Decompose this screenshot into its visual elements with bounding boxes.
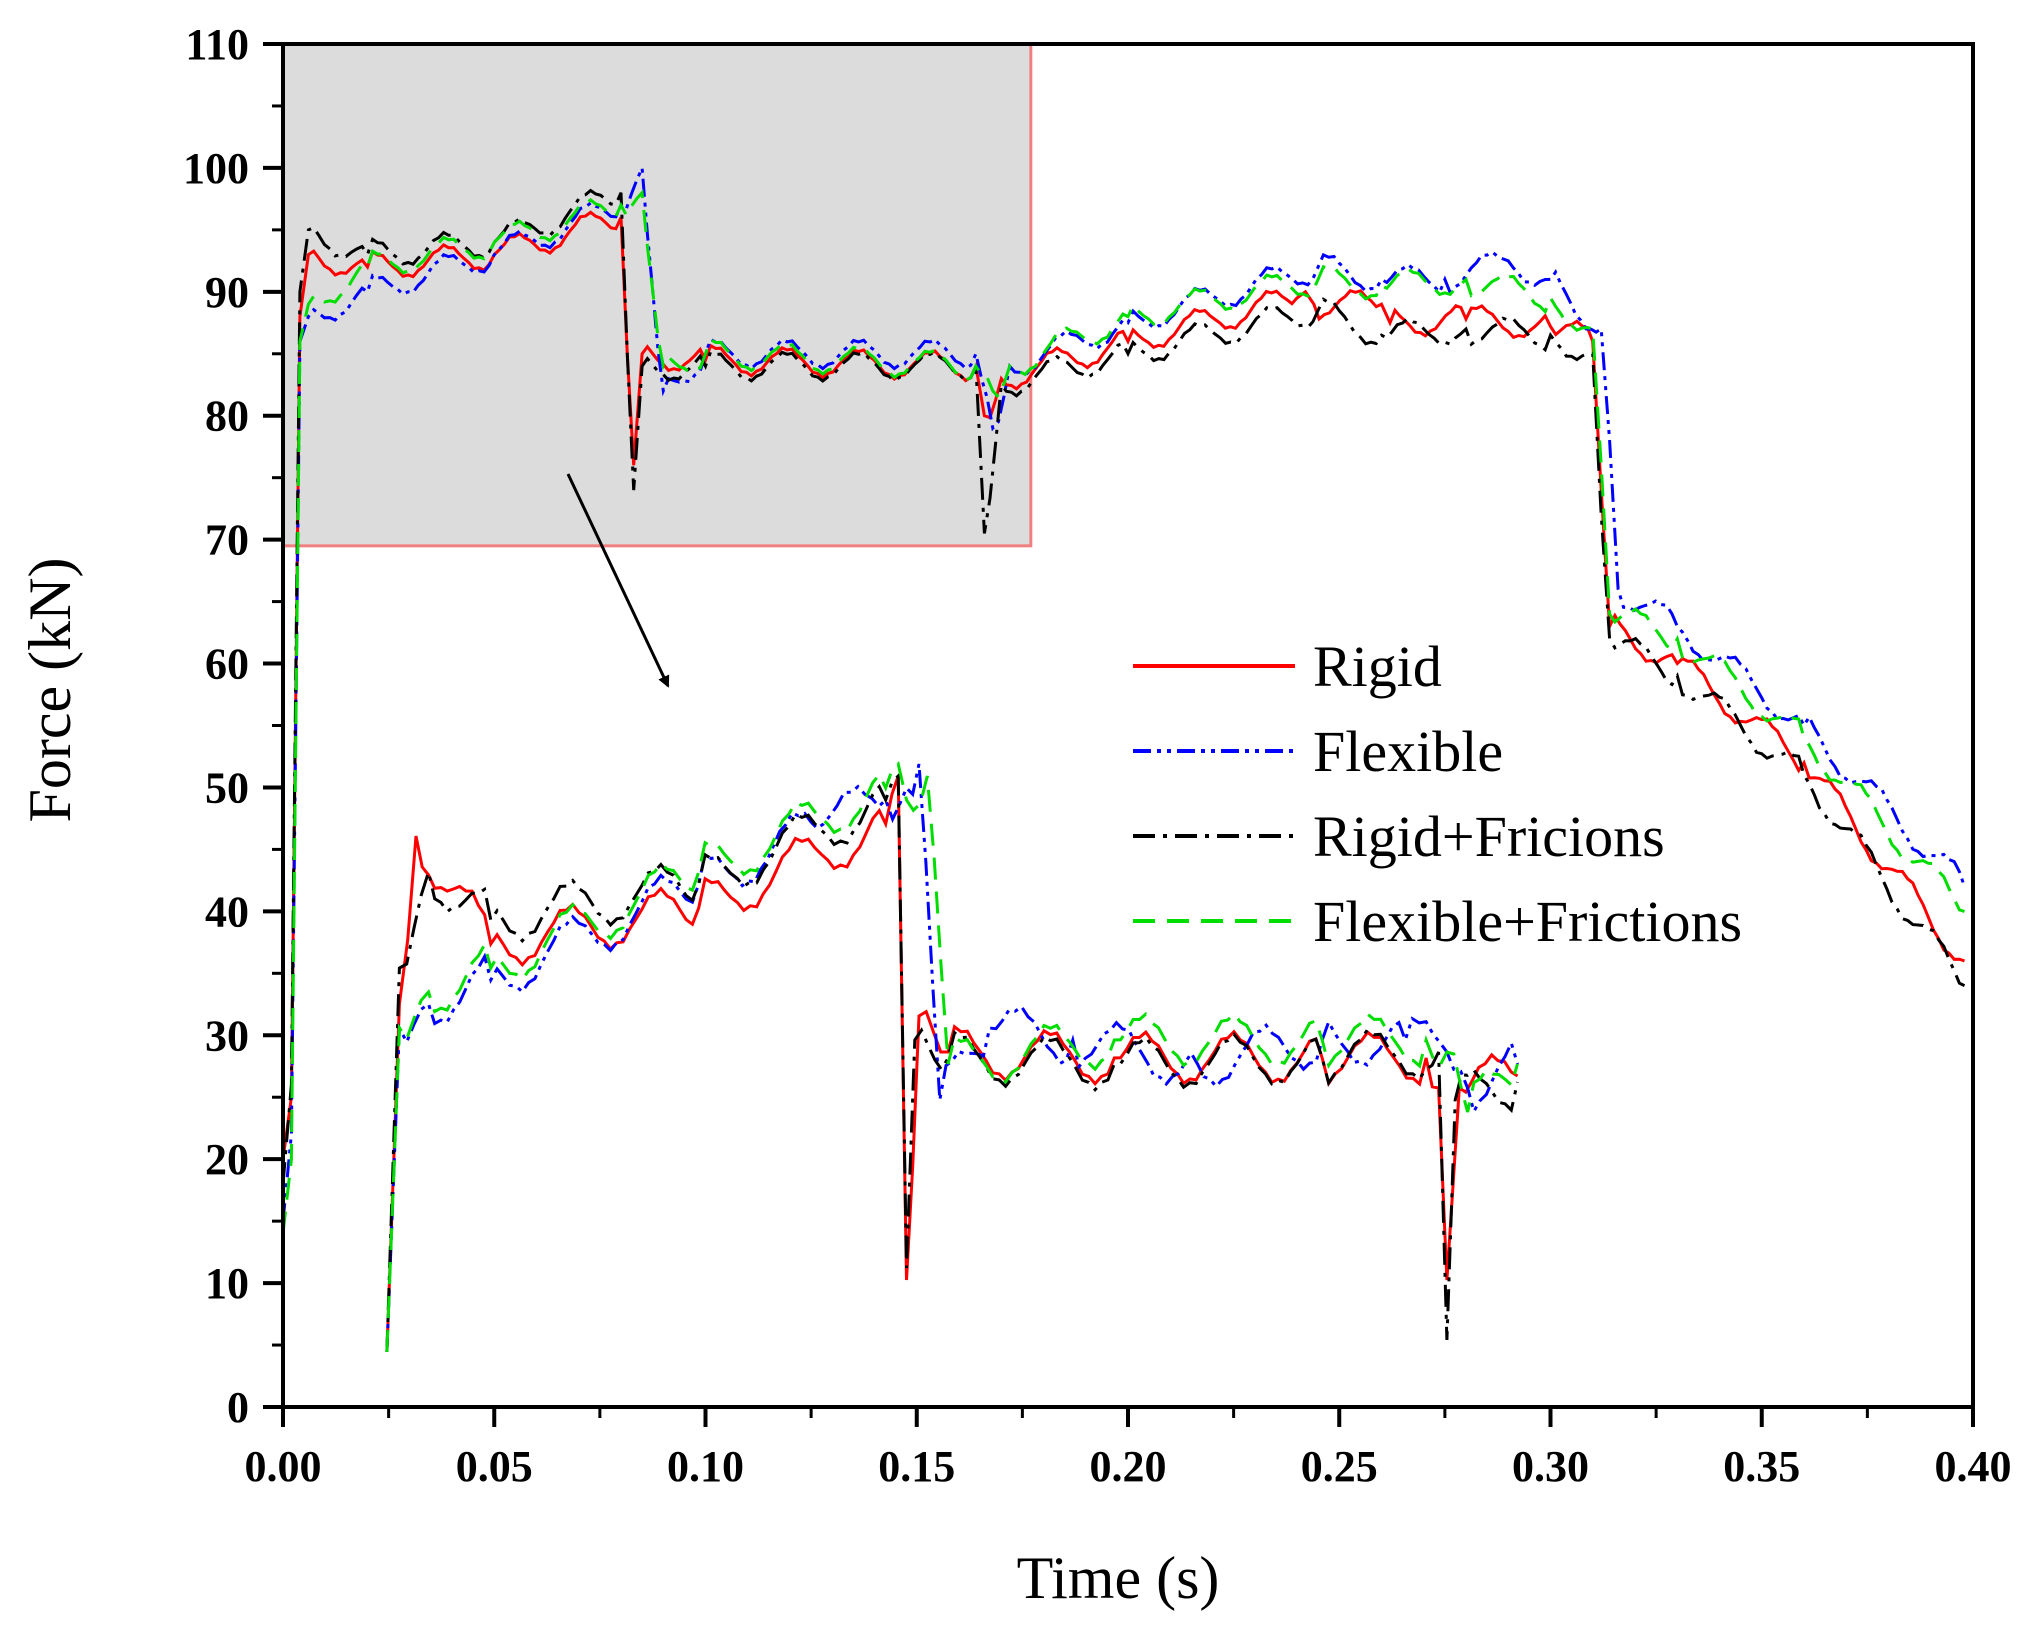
series-line-rigid (281, 210, 1965, 1160)
zoom-arrow (566, 473, 670, 688)
series-layer (281, 167, 1966, 1353)
y-tick-label: 50 (205, 763, 249, 812)
x-tick-label: 0.25 (1301, 1442, 1378, 1491)
y-tick-label: 0 (227, 1383, 249, 1432)
zoom-series-line-rigid-fricions (385, 772, 1519, 1353)
zoom-series-line-rigid (385, 775, 1519, 1353)
y-tick-label: 10 (205, 1259, 249, 1308)
legend: Rigid Flexible Rigid+Fricions Flexible+Fric… (1133, 634, 1742, 954)
y-tick-label: 20 (205, 1135, 249, 1184)
y-tick-label: 90 (205, 268, 249, 317)
x-axis-title: Time (s) (1017, 1545, 1220, 1611)
axes-layer: 0.00 0.05 0.10 0.15 0.20 0.25 0.30 0.35 0.40 0 10 2… (183, 20, 2012, 1491)
zoom-region-box (281, 42, 1033, 548)
y-tick-label: 40 (205, 887, 249, 936)
y-tick-label: 110 (185, 20, 249, 69)
series-line-rigid-fricions (281, 188, 1966, 1185)
legend-label-rigid: Rigid (1313, 634, 1442, 699)
zoom-arrow-layer (566, 473, 670, 688)
series-line-flexible-frictions (281, 189, 1965, 1234)
y-tick-label: 70 (205, 516, 249, 565)
y-tick-label: 30 (205, 1011, 249, 1060)
y-tick-label: 60 (205, 640, 249, 689)
series-line-flexible (281, 167, 1966, 1222)
x-tick-label: 0.05 (456, 1442, 533, 1491)
y-tick-label: 80 (205, 392, 249, 441)
legend-label-flexible-frictions: Flexible+Frictions (1313, 889, 1742, 954)
zoom-series-line-flexible (385, 763, 1519, 1353)
legend-label-flexible: Flexible (1313, 719, 1503, 784)
x-tick-label: 0.00 (245, 1442, 322, 1491)
x-tick-label: 0.10 (667, 1442, 744, 1491)
y-axis-title: Force (kN) (17, 558, 83, 823)
x-tick-label: 0.40 (1935, 1442, 2012, 1491)
zoom-region-layer (281, 42, 1033, 548)
y-tick-label: 100 (183, 144, 249, 193)
x-tick-label: 0.15 (878, 1442, 955, 1491)
legend-label-rigid-fricions: Rigid+Fricions (1313, 804, 1665, 869)
x-tick-label: 0.30 (1512, 1442, 1589, 1491)
x-tick-label: 0.20 (1090, 1442, 1167, 1491)
x-tick-label: 0.35 (1723, 1442, 1800, 1491)
